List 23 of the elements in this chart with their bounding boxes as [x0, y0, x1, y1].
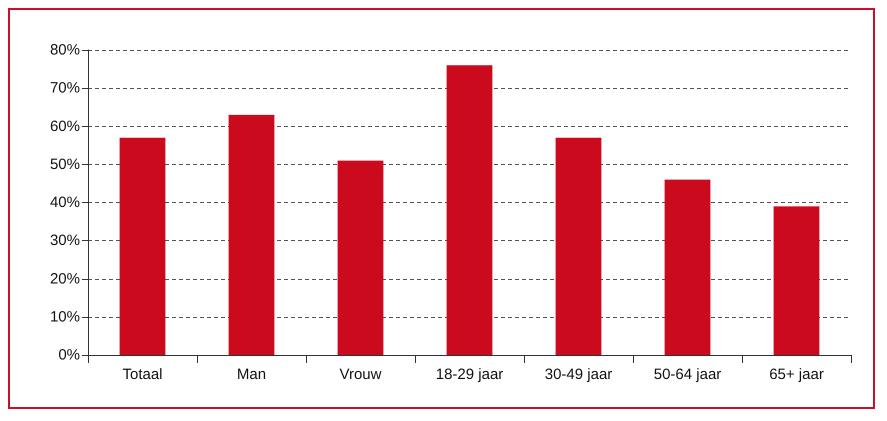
x-tick-label: Vrouw [340, 366, 382, 383]
bar [664, 180, 710, 355]
bar [446, 65, 492, 355]
x-tick-label: 18-29 jaar [436, 366, 504, 383]
bar [556, 138, 602, 355]
y-tick-label: 60% [50, 118, 80, 135]
y-tick-label: 50% [50, 156, 80, 173]
y-tick-label: 10% [50, 308, 80, 326]
y-tick-label: 80% [50, 42, 80, 58]
y-tick-label: 70% [50, 80, 80, 97]
y-tick-label: 40% [50, 194, 80, 211]
y-tick-label: 30% [50, 232, 80, 250]
x-tick-label: 65+ jaar [769, 366, 824, 383]
bar [338, 160, 384, 355]
y-tick-label: 20% [50, 270, 80, 288]
bar [774, 206, 820, 355]
bar [120, 138, 166, 355]
x-tick-label: Man [236, 366, 266, 383]
bar [228, 114, 274, 355]
x-tick-label: 30-49 jaar [544, 366, 612, 383]
y-tick-label: 0% [58, 346, 80, 364]
x-tick-label: Totaal [122, 366, 163, 383]
x-tick-label: 50-64 jaar [654, 366, 722, 383]
